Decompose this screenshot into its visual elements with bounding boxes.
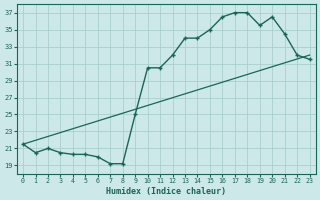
X-axis label: Humidex (Indice chaleur): Humidex (Indice chaleur)	[106, 187, 226, 196]
